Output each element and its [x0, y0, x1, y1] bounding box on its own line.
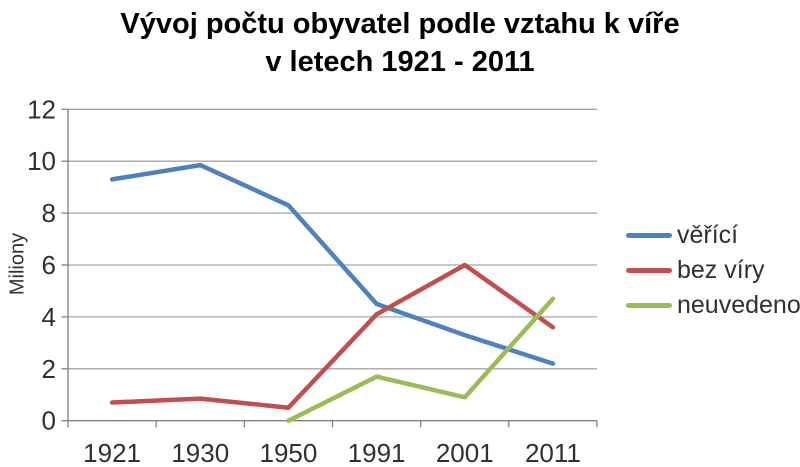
legend-swatch [626, 232, 672, 238]
legend-item-bez-viry: bez víry [626, 256, 800, 284]
x-tick-label: 2001 [436, 438, 494, 467]
x-tick-label: 1950 [259, 438, 317, 467]
legend-label: neuvedeno [677, 291, 800, 319]
y-tick-label: 12 [27, 94, 56, 124]
y-tick-label: 10 [27, 146, 56, 176]
y-tick-label: 0 [42, 406, 56, 436]
y-tick-label: 8 [42, 198, 56, 228]
legend-item-verici: věřící [626, 221, 800, 249]
series-line-bez-viry [109, 262, 556, 410]
legend: věřící bez víry neuvedeno [626, 221, 800, 319]
x-tick-label: 1930 [171, 438, 229, 467]
series-line-neuvedeno [286, 296, 556, 423]
y-tick-label: 2 [42, 354, 56, 384]
chart-title: Vývoj počtu obyvatel podle vztahu k víře [120, 8, 680, 40]
legend-item-neuvedeno: neuvedeno [626, 291, 800, 319]
x-tick-label: 1991 [348, 438, 406, 467]
chart-title-block: Vývoj počtu obyvatel podle vztahu k víře… [0, 5, 800, 81]
x-tick-label: 1921 [83, 438, 141, 467]
y-tick-label: 4 [42, 302, 56, 332]
series-line-verici [109, 162, 556, 366]
legend-swatch [626, 302, 672, 308]
legend-label: bez víry [677, 256, 765, 284]
legend-swatch [626, 267, 672, 273]
x-tick-label: 2011 [525, 438, 581, 467]
chart-subtitle: v letech 1921 - 2011 [265, 46, 535, 78]
legend-label: věřící [677, 221, 739, 249]
y-tick-label: 6 [42, 250, 56, 280]
